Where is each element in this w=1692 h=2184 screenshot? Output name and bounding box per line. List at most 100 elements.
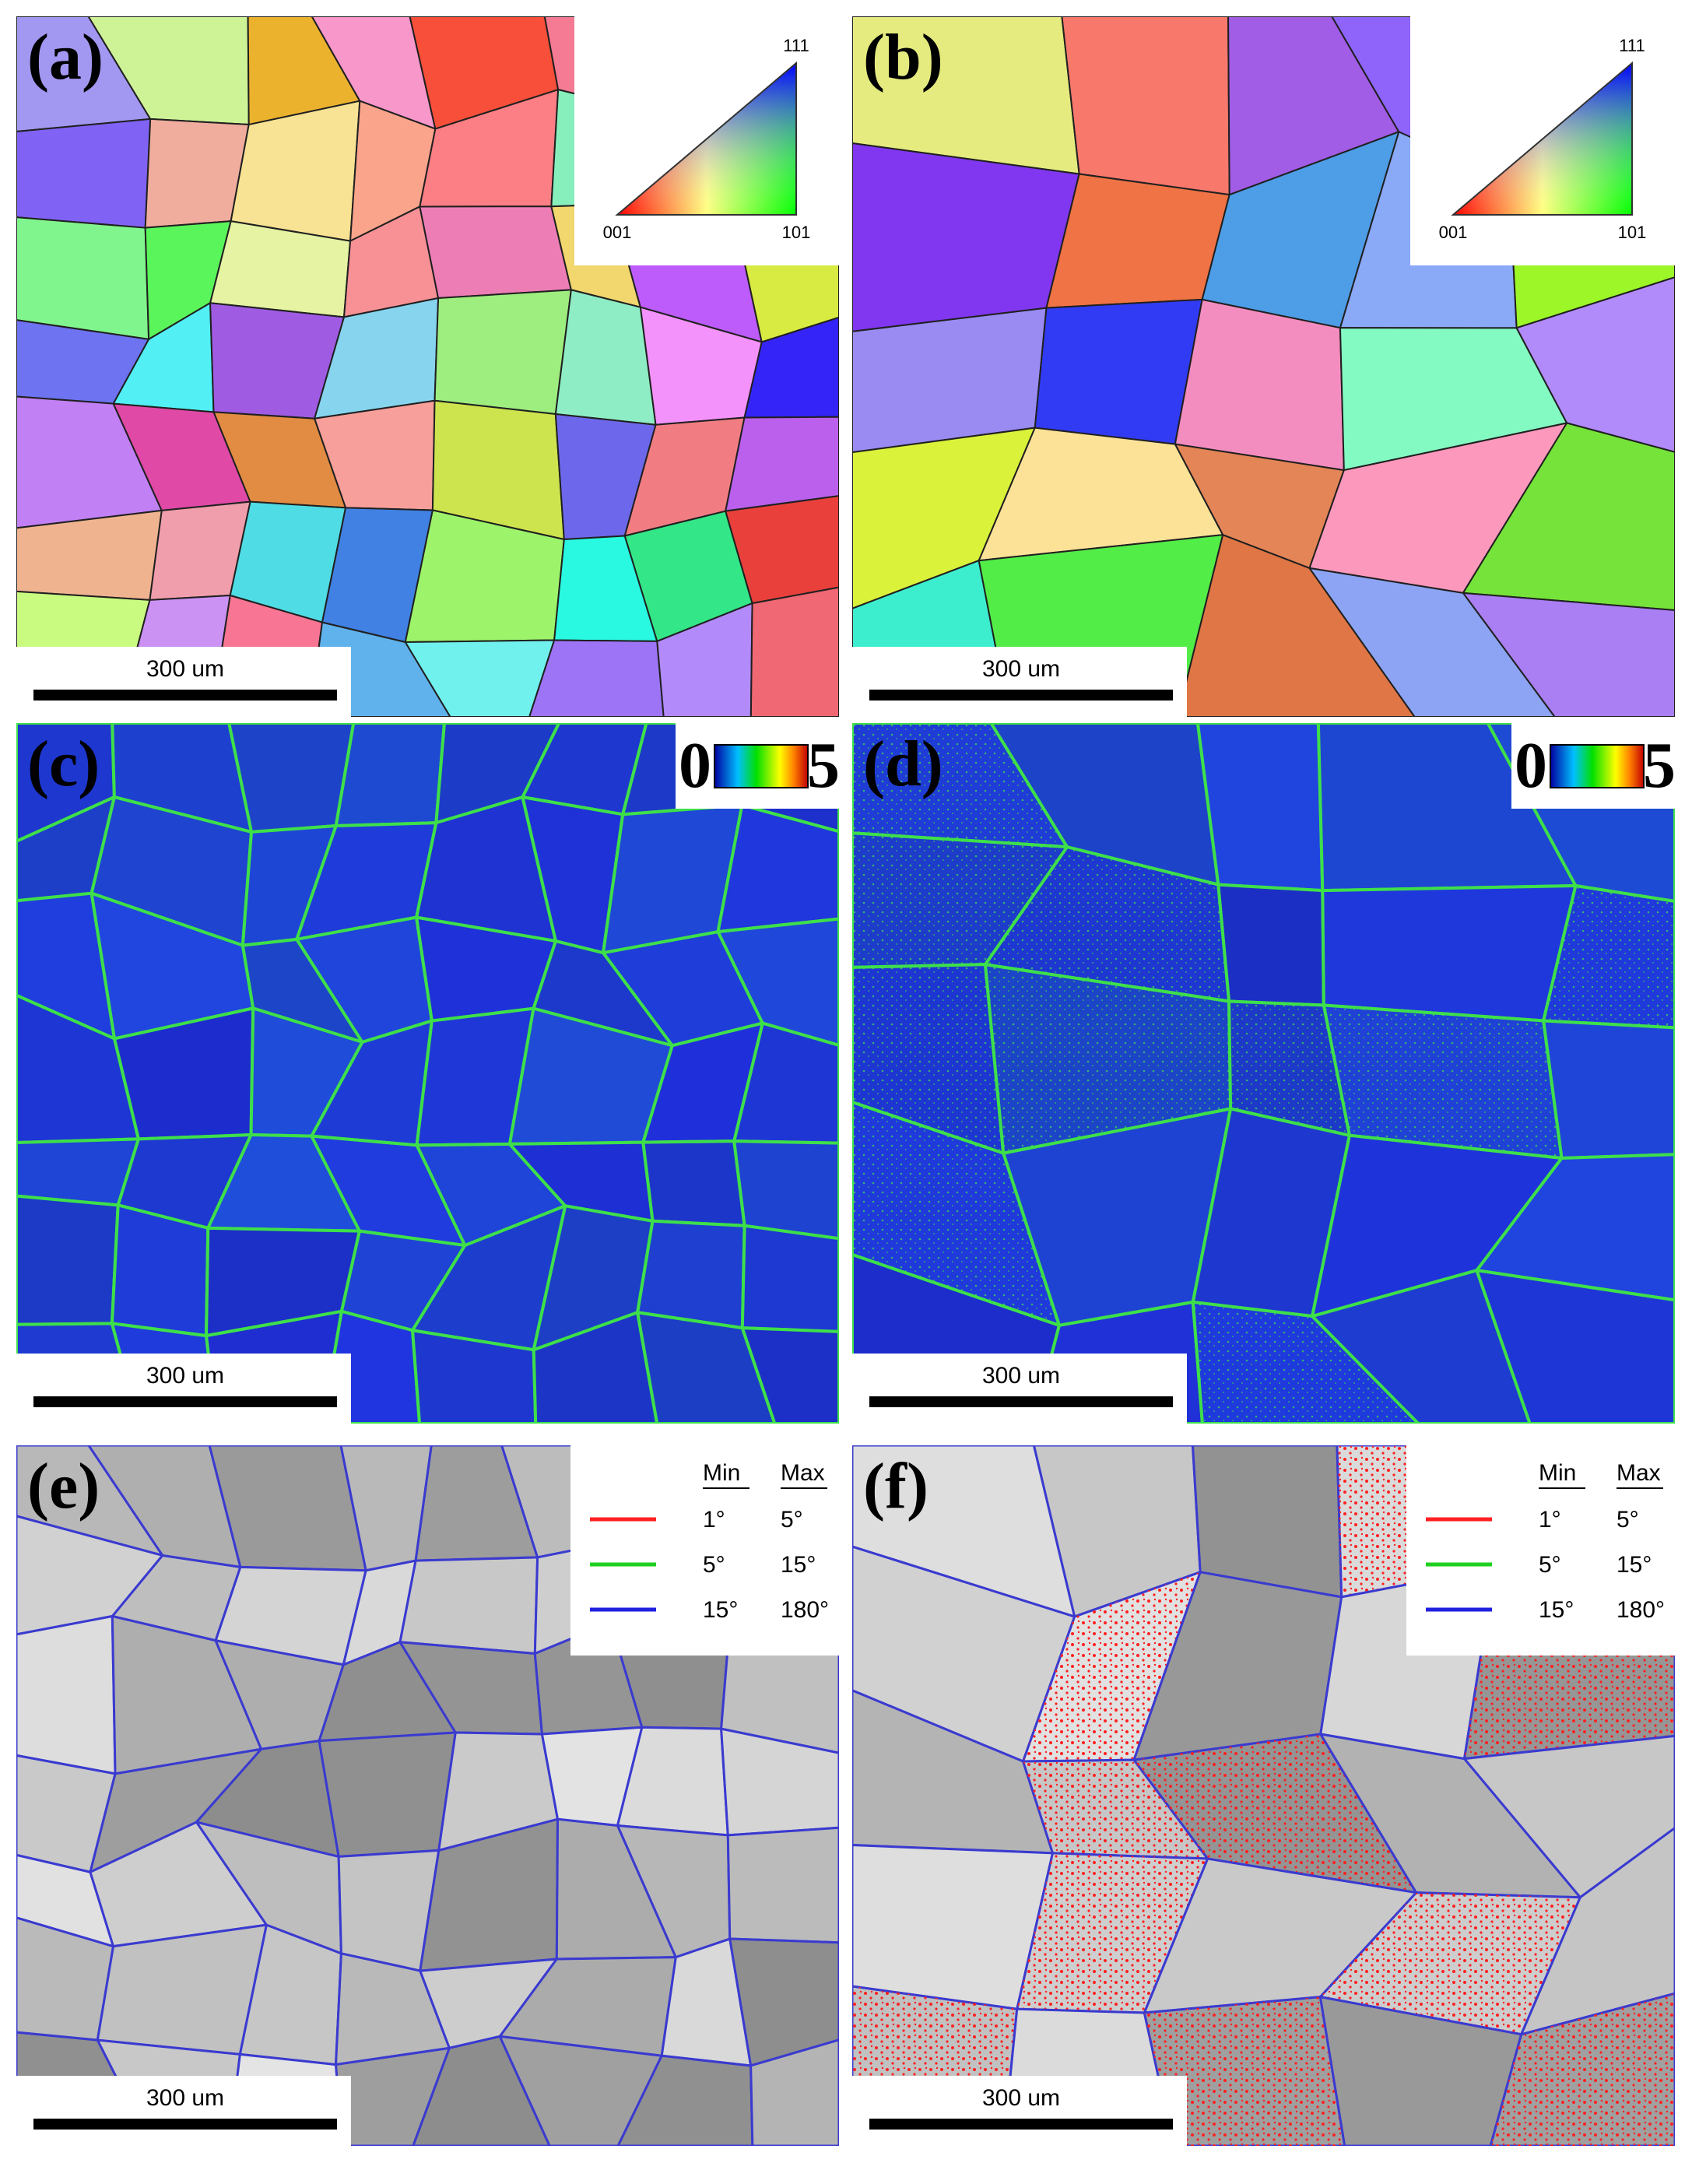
grain-speckle bbox=[1543, 885, 1675, 1028]
grain-speckle bbox=[1023, 1760, 1208, 1859]
grain bbox=[726, 1826, 839, 1944]
legend-max: 5° bbox=[781, 1507, 803, 1533]
ipf-label: 101 bbox=[782, 223, 811, 242]
grain bbox=[96, 1923, 268, 2056]
grain bbox=[318, 1731, 457, 1858]
grain bbox=[404, 639, 556, 717]
panel: 300 um (a) 111 001 101 bbox=[16, 16, 839, 717]
scale-bar-label: 300 um bbox=[982, 1363, 1060, 1389]
panel-label: (d) bbox=[863, 728, 943, 800]
grain bbox=[412, 2035, 551, 2146]
grain bbox=[740, 1224, 839, 1333]
scale-bar bbox=[33, 690, 337, 700]
panel-label: (c) bbox=[27, 728, 100, 800]
scale-bar-label: 300 um bbox=[982, 2085, 1060, 2111]
grain bbox=[1308, 567, 1556, 717]
grain bbox=[16, 1615, 117, 1775]
scale-bar-box bbox=[16, 2076, 351, 2146]
grain bbox=[749, 586, 839, 717]
ipf-label: 001 bbox=[1439, 223, 1468, 242]
kam-colorbar bbox=[714, 744, 809, 788]
scale-bar bbox=[869, 1396, 1173, 1407]
kam-label: 0 bbox=[1515, 729, 1547, 802]
grain bbox=[16, 216, 150, 340]
grain bbox=[725, 416, 839, 512]
grain-speckle bbox=[1133, 1734, 1416, 1893]
legend-max: 5° bbox=[1617, 1507, 1639, 1533]
grain bbox=[434, 289, 572, 416]
legend-min: 1° bbox=[703, 1507, 725, 1533]
grain bbox=[1318, 1996, 1523, 2146]
grain bbox=[1176, 534, 1416, 717]
grain bbox=[716, 917, 839, 1048]
panel: 300 um (e) Min Max 1° 5° 5° 15° 15° 180° bbox=[16, 1445, 839, 2146]
grain bbox=[732, 1021, 839, 1145]
grain-speckle bbox=[852, 964, 1004, 1153]
legend-box bbox=[1406, 1445, 1675, 1656]
panel-label: (a) bbox=[27, 21, 104, 93]
ipf-label: 111 bbox=[1619, 36, 1645, 55]
scale-bar-box bbox=[16, 1354, 351, 1424]
micrograph bbox=[16, 723, 839, 1424]
kam-label: 0 bbox=[679, 729, 711, 802]
ipf-legend: 111 001 101 bbox=[1410, 16, 1675, 265]
panel: 300 um(d) 0 5 bbox=[852, 723, 1676, 1424]
scale-bar bbox=[33, 2119, 337, 2130]
grain bbox=[656, 602, 753, 717]
scale-bar-box bbox=[852, 2076, 1187, 2146]
grain bbox=[1311, 1269, 1532, 1424]
scale-bar-label: 300 um bbox=[146, 656, 224, 682]
kam-label: 5 bbox=[1643, 729, 1676, 802]
panel: 300 um (f) Min Max 1° 5° 5° 15° 15° 180° bbox=[852, 1445, 1675, 2146]
grain bbox=[1462, 422, 1675, 611]
scale-bar-label: 300 um bbox=[146, 1363, 224, 1389]
ipf-label: 101 bbox=[1618, 223, 1647, 242]
grain-speckle bbox=[985, 964, 1231, 1153]
grain bbox=[1195, 723, 1325, 893]
panel: 300 um (c) 0 5 bbox=[16, 723, 840, 1424]
grain bbox=[636, 1311, 777, 1424]
legend-min: 1° bbox=[1539, 1507, 1561, 1533]
grain bbox=[725, 495, 839, 605]
grain-speckle bbox=[985, 847, 1230, 1002]
ipf-triangle-blue bbox=[615, 61, 797, 216]
scale-bar-box bbox=[852, 1354, 1187, 1424]
legend-min: 15° bbox=[1539, 1597, 1574, 1623]
grain bbox=[716, 803, 839, 934]
grain bbox=[636, 1219, 746, 1330]
grain-speckle bbox=[1023, 1571, 1201, 1762]
grain bbox=[16, 1194, 120, 1326]
grain bbox=[1045, 173, 1230, 309]
grain-speckle bbox=[1323, 1005, 1562, 1158]
scale-bar-box bbox=[852, 647, 1187, 717]
legend-min: 15° bbox=[703, 1597, 738, 1623]
legend-min: 5° bbox=[703, 1552, 725, 1578]
legend-max: 180° bbox=[1617, 1597, 1665, 1623]
grain-speckle bbox=[1144, 1996, 1345, 2146]
grain bbox=[740, 1326, 839, 1424]
grain bbox=[1463, 1734, 1675, 1899]
grain-speckle bbox=[1490, 1993, 1675, 2146]
legend-max: 180° bbox=[781, 1597, 829, 1623]
scale-bar bbox=[869, 2119, 1173, 2130]
grain bbox=[419, 205, 572, 300]
grain bbox=[1061, 16, 1230, 196]
ipf-triangle-blue bbox=[1451, 61, 1633, 216]
scale-bar-label: 300 um bbox=[982, 656, 1060, 682]
grain bbox=[728, 1937, 839, 2067]
grain bbox=[1515, 276, 1675, 453]
grain-speckle bbox=[852, 833, 1068, 967]
grain bbox=[334, 723, 446, 828]
grain bbox=[749, 2038, 839, 2146]
grain bbox=[528, 639, 665, 717]
grain bbox=[852, 142, 1080, 332]
legend-min: 5° bbox=[1539, 1552, 1561, 1578]
legend-header: Max bbox=[1617, 1460, 1661, 1486]
scale-bar bbox=[869, 690, 1173, 700]
misorientation-legend: Min Max 1° 5° 5° 15° 15° 180° bbox=[1406, 1445, 1675, 1656]
grain bbox=[616, 2054, 754, 2146]
